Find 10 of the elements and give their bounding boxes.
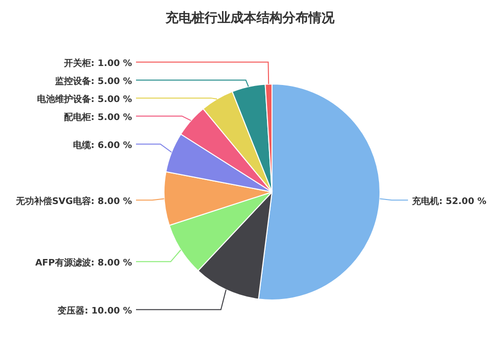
slice-label: 开关柜: 1.00 % <box>62 58 132 70</box>
chart-title: 充电桩行业成本结构分布情况 <box>164 10 336 26</box>
slice-label: 电池维护设备: 5.00 % <box>36 94 132 106</box>
slice-label: AFP有源滤波: 8.00 % <box>35 258 132 269</box>
slice-label: 电缆: 6.00 % <box>72 140 132 152</box>
slice-label: 无功补偿SVG电容: 8.00 % <box>15 196 132 208</box>
slice-label: 变压器: 10.00 % <box>56 306 132 317</box>
slice-label: 配电柜: 5.00 % <box>64 112 132 124</box>
slice-label: 充电机: 52.00 % <box>411 196 486 208</box>
slice-label: 监控设备: 5.00 % <box>54 76 132 88</box>
